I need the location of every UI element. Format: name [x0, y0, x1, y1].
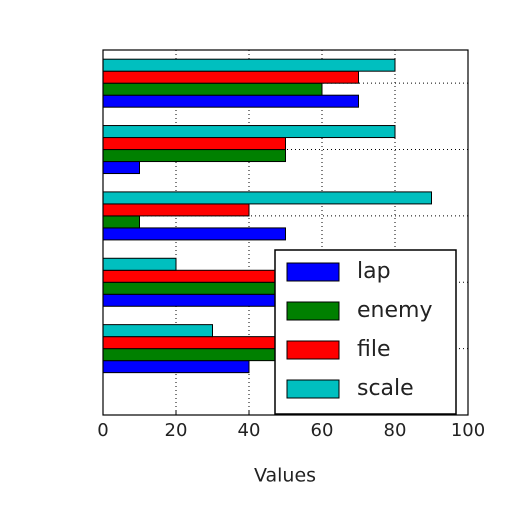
legend-label: lap	[357, 259, 391, 284]
legend-label: file	[357, 337, 391, 362]
bar	[102, 348, 286, 362]
bar	[102, 227, 286, 241]
bar	[102, 324, 213, 338]
x-axis-label: Values	[254, 465, 316, 487]
bar	[102, 161, 140, 175]
bar	[102, 137, 286, 151]
legend-label: scale	[357, 376, 414, 401]
bar	[102, 94, 359, 108]
bar	[102, 293, 286, 307]
bar	[102, 149, 286, 163]
bar	[102, 70, 359, 84]
x-tick-label: 80	[384, 420, 407, 441]
x-tick-label: 20	[165, 420, 188, 441]
bar	[102, 360, 250, 374]
bar	[102, 125, 396, 139]
bar	[102, 82, 323, 96]
x-tick-label: 100	[451, 420, 485, 441]
x-tick-label: 40	[238, 420, 261, 441]
x-tick-label: 60	[311, 420, 334, 441]
bar	[102, 58, 396, 72]
plot: 0 20 40 60 80 100 lap enemy file scale	[97, 49, 485, 441]
legend-swatch	[286, 340, 340, 360]
x-tick-label: 0	[97, 420, 108, 441]
bar	[102, 191, 432, 205]
bar	[102, 257, 177, 271]
bar	[102, 215, 140, 229]
legend-swatch	[286, 379, 340, 399]
plot-frame	[102, 49, 469, 416]
legend-label: enemy	[357, 298, 432, 323]
legend-swatch	[286, 301, 340, 321]
bar	[102, 203, 250, 217]
legend-swatch	[286, 262, 340, 282]
